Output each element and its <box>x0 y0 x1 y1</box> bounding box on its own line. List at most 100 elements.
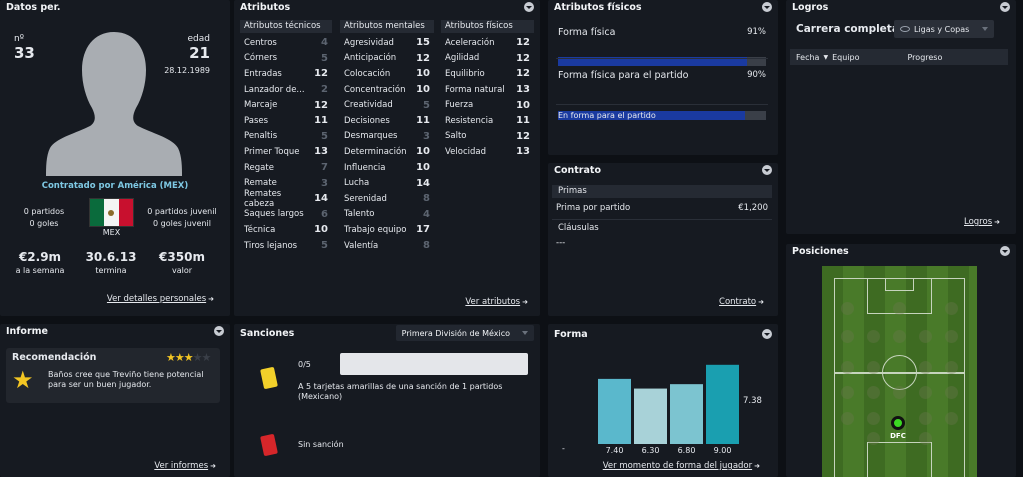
attribute-row[interactable]: Primer Toque 13 <box>240 144 332 160</box>
personal-details-link[interactable]: Ver detalles personales <box>107 294 214 304</box>
attribute-row[interactable]: Anticipación 12 <box>340 51 434 67</box>
attribute-row[interactable]: Decisiones 11 <box>340 113 434 129</box>
attribute-row[interactable]: Centros 4 <box>240 35 332 51</box>
panel-title: Datos per. <box>6 1 61 13</box>
attribute-row[interactable]: Agresividad 15 <box>340 35 434 51</box>
contract-menu-chevron-icon[interactable] <box>762 165 772 175</box>
fitness-label: Forma física <box>558 27 616 38</box>
view-reports-link[interactable]: Ver informes <box>154 461 216 471</box>
attribute-name: Creatividad <box>344 100 393 111</box>
form-bar-label: 7.40 <box>606 446 624 455</box>
form-chart: 7.40 6.30 6.80 9.00 <box>598 364 739 455</box>
attribute-row[interactable]: Remate 3 <box>240 175 332 191</box>
personal-panel: Datos per. nº 33 edad 21 28.12.1989 Cont… <box>0 0 230 316</box>
contract-link[interactable]: Contrato <box>719 297 764 307</box>
attribute-row[interactable]: Agilidad 12 <box>441 51 534 67</box>
attributes-menu-chevron-icon[interactable] <box>524 2 534 12</box>
attribute-row[interactable]: Influencia 10 <box>340 160 434 176</box>
attribute-row[interactable]: Remates cabeza 14 <box>240 188 332 209</box>
form-bar[interactable] <box>670 384 703 444</box>
attribute-row[interactable]: Desmarques 3 <box>340 129 434 145</box>
attribute-name: Remate <box>244 178 277 189</box>
attribute-row[interactable]: Lucha 14 <box>340 175 434 191</box>
achievements-menu-chevron-icon[interactable] <box>1000 2 1010 12</box>
attribute-row[interactable]: Fuerza 10 <box>441 97 534 113</box>
attribute-name: Córners <box>244 53 278 64</box>
form-menu-chevron-icon[interactable] <box>762 329 772 339</box>
view-attributes-link[interactable]: Ver atributos <box>465 297 528 307</box>
attribute-name: Remates cabeza <box>244 188 282 209</box>
report-menu-chevron-icon[interactable] <box>214 326 224 336</box>
panel-title: Forma <box>554 328 588 340</box>
yellow-progress-bar <box>340 353 528 375</box>
attribute-row[interactable]: Forma natural 13 <box>441 82 534 98</box>
attribute-value: 12 <box>516 130 530 142</box>
nation-code: MEX <box>102 228 121 237</box>
attribute-row[interactable]: Salto 12 <box>441 129 534 145</box>
physical-menu-chevron-icon[interactable] <box>762 2 772 12</box>
attribute-value: 5 <box>423 99 430 111</box>
appearance-bonus-label: Prima por partido <box>556 203 631 213</box>
attribute-row[interactable]: Técnica 10 <box>240 222 332 238</box>
attribute-name: Trabajo equipo <box>344 224 407 235</box>
attribute-value: 4 <box>321 37 328 49</box>
attribute-row[interactable]: Concentración 10 <box>340 82 434 98</box>
attribute-row[interactable]: Trabajo equipo 17 <box>340 222 434 238</box>
attribute-row[interactable]: Velocidad 13 <box>441 144 534 160</box>
attribute-row[interactable]: Lanzador de... 2 <box>240 82 332 98</box>
attribute-row[interactable]: Determinación 10 <box>340 144 434 160</box>
attribute-row[interactable]: Serenidad 8 <box>340 191 434 207</box>
achievements-panel: Logros Carrera completa Ligas y Copas Fe… <box>786 0 1016 234</box>
attribute-name: Anticipación <box>344 53 397 64</box>
attribute-row[interactable]: Tiros lejanos 5 <box>240 238 332 254</box>
attribute-value: 2 <box>321 84 328 96</box>
technical-header: Atributos técnicos <box>240 20 332 33</box>
competition-dropdown[interactable]: Primera División de México <box>395 325 534 341</box>
attribute-value: 17 <box>416 224 430 236</box>
positions-header: Posiciones <box>786 244 1016 258</box>
attribute-value: 6 <box>321 208 328 220</box>
col-team[interactable]: Equipo <box>832 52 860 62</box>
attribute-value: 10 <box>416 146 430 158</box>
achievements-link[interactable]: Logros <box>964 217 1000 227</box>
dropdown-arrow-icon <box>982 27 988 31</box>
attribute-value: 13 <box>516 84 530 96</box>
attribute-name: Centros <box>244 37 277 48</box>
col-progress[interactable]: Progreso <box>907 52 943 62</box>
sanctions-header: Sanciones Primera División de México <box>234 324 540 342</box>
form-bar[interactable] <box>706 364 739 444</box>
attribute-row[interactable]: Aceleración 12 <box>441 35 534 51</box>
player-position-marker[interactable] <box>891 416 905 430</box>
attribute-row[interactable]: Pases 11 <box>240 113 332 129</box>
value-label: valor <box>171 266 193 275</box>
attribute-row[interactable]: Saques largos 6 <box>240 207 332 223</box>
attribute-row[interactable]: Talento 4 <box>340 207 434 223</box>
attribute-row[interactable]: Regate 7 <box>240 160 332 176</box>
attribute-value: 15 <box>416 37 430 49</box>
form-bar[interactable] <box>598 378 631 444</box>
attribute-row[interactable]: Creatividad 5 <box>340 97 434 113</box>
attribute-row[interactable]: Colocación 10 <box>340 66 434 82</box>
achievements-header: Logros <box>786 0 1016 14</box>
attribute-value: 13 <box>314 146 328 158</box>
positions-menu-chevron-icon[interactable] <box>1000 246 1010 256</box>
attribute-value: 12 <box>314 68 328 80</box>
attribute-row[interactable]: Penaltis 5 <box>240 129 332 145</box>
achievements-filter-dropdown[interactable]: Ligas y Copas <box>894 20 994 38</box>
physical-attributes-panel: Atributos físicos Forma física 91% Forma… <box>548 0 778 155</box>
attribute-row[interactable]: Marcaje 12 <box>240 97 332 113</box>
matches: 0 partidos <box>23 207 65 216</box>
attribute-row[interactable]: Córners 5 <box>240 51 332 67</box>
form-bar[interactable] <box>634 388 667 444</box>
attribute-row[interactable]: Resistencia 11 <box>441 113 534 129</box>
contract-panel: Contrato Primas Prima por partido €1,200… <box>548 163 778 316</box>
form-link[interactable]: Ver momento de forma del jugador <box>603 461 760 471</box>
attribute-value: 12 <box>516 37 530 49</box>
attribute-row[interactable]: Equilibrio 12 <box>441 66 534 82</box>
attribute-name: Forma natural <box>445 84 505 95</box>
col-date[interactable]: Fecha <box>796 52 820 62</box>
player-position-label: DFC <box>890 432 906 440</box>
attribute-row[interactable]: Valentía 8 <box>340 238 434 254</box>
attribute-row[interactable]: Entradas 12 <box>240 66 332 82</box>
attribute-name: Determinación <box>344 146 407 157</box>
